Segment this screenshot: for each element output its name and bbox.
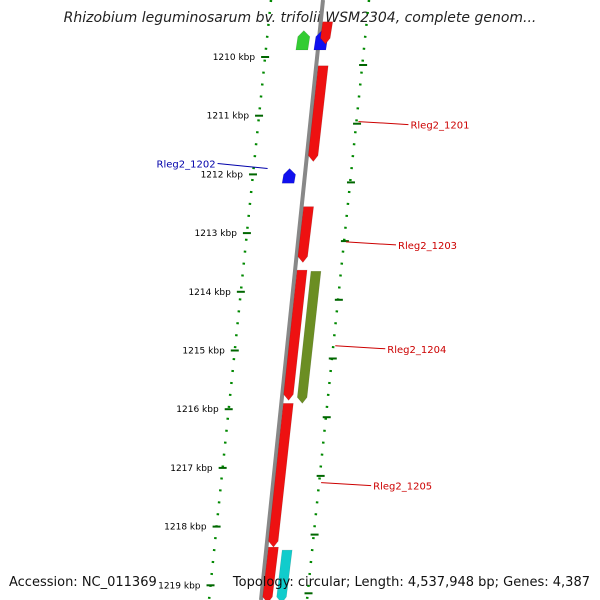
gene-feature-Rleg2_1204a[interactable] [283, 269, 308, 401]
accession-text: Accession: NC_011369 [9, 575, 157, 590]
left-guide-dots [207, 0, 273, 600]
gene-feature-Rleg2_1203[interactable] [297, 206, 314, 263]
kbp-tick-label: 1213 kbp [195, 229, 238, 239]
gene-label[interactable]: Rleg2_1202 [157, 160, 216, 171]
gene-labels: Rleg2_1201 Rleg2_1202 Rleg2_1203 Rleg2_1204… [157, 121, 470, 493]
kbp-axis: 1210 kbp 1211 kbp 1212 kbp 1213 kbp 1214 kbp… [158, 53, 368, 595]
kbp-tick-label: 1214 kbp [188, 288, 231, 298]
gene-label[interactable]: Rleg2_1201 [410, 121, 469, 132]
kbp-tick-label: 1219 kbp [158, 581, 201, 591]
kbp-tick-label: 1215 kbp [182, 347, 225, 357]
label-leader-line [358, 121, 409, 126]
label-leader-line [217, 163, 268, 170]
genome-summary-text: Topology: circular; Length: 4,537,948 bp… [232, 575, 590, 590]
genome-backbone [259, 0, 325, 600]
feature-slot-guides [207, 0, 371, 600]
gene-label[interactable]: Rleg2_1205 [373, 482, 432, 493]
gene-feature-f-top-red[interactable] [320, 21, 334, 45]
gene-feature-Rleg2_1205[interactable] [268, 403, 294, 548]
gene-feature-Rleg2_1202[interactable] [281, 168, 296, 184]
label-leader-line [321, 482, 372, 487]
gene-features [262, 21, 334, 600]
kbp-tick-label: 1210 kbp [213, 53, 256, 63]
gene-label[interactable]: Rleg2_1204 [387, 345, 446, 356]
map-title: Rhizobium leguminosarum bv. trifolii WSM… [63, 10, 537, 26]
kbp-tick-label: 1218 kbp [164, 523, 207, 533]
kbp-tick-label: 1212 kbp [201, 170, 244, 180]
kbp-tick-label: 1217 kbp [170, 464, 213, 474]
gene-feature-f-top-green[interactable] [295, 30, 311, 51]
kbp-tick-label: 1216 kbp [176, 405, 219, 415]
gene-feature-Rleg2_1201[interactable] [308, 65, 329, 162]
kbp-tick-label: 1211 kbp [207, 112, 250, 122]
gene-label[interactable]: Rleg2_1203 [398, 241, 457, 252]
label-leader-line [345, 241, 397, 246]
gene-feature-Rleg2_1204[interactable] [297, 270, 322, 404]
label-leader-line [335, 345, 386, 350]
